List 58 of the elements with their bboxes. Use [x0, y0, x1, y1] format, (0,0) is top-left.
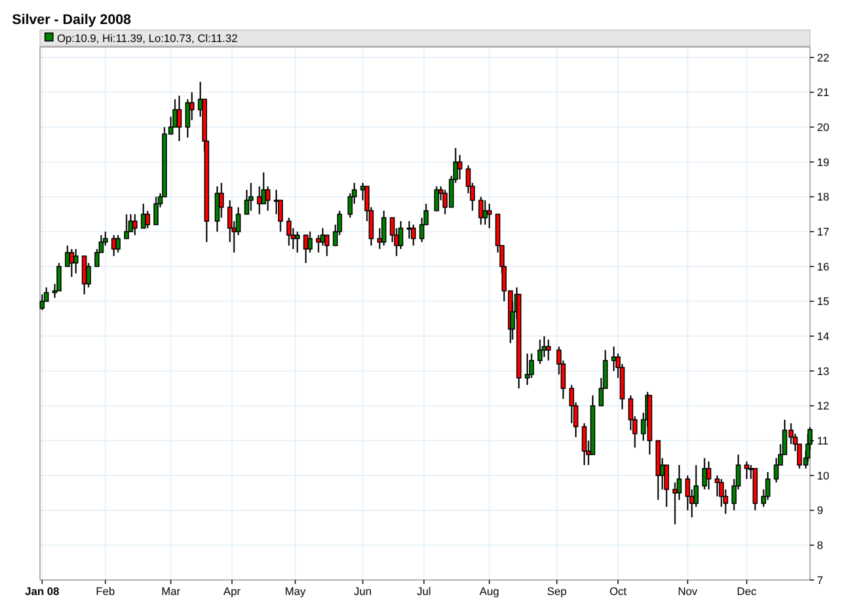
x-tick-label: Sep	[547, 586, 567, 598]
x-tick-label: Nov	[678, 586, 698, 598]
x-tick-label: Jun	[354, 586, 372, 598]
y-tick-label: 22	[817, 52, 830, 64]
y-tick-label: 20	[817, 122, 830, 134]
candlestick	[286, 217, 292, 246]
candlestick	[744, 460, 750, 480]
x-tick-label: May	[284, 586, 306, 598]
y-tick-label: 7	[817, 574, 824, 587]
x-tick-label: Mar	[161, 586, 181, 598]
candlestick	[124, 214, 129, 240]
candlestick	[406, 220, 412, 240]
candlestick	[524, 352, 530, 386]
candlestick	[482, 200, 488, 226]
candlestick	[434, 186, 440, 212]
candlestick	[537, 338, 542, 365]
y-tick-label: 19	[817, 156, 830, 169]
candlestick	[116, 234, 121, 254]
x-tick-label: Dec	[736, 586, 757, 598]
candlestick	[774, 457, 779, 484]
y-tick-label: 12	[817, 400, 830, 413]
y-tick-label: 8	[817, 540, 824, 552]
x-tick-label: Apr	[223, 586, 241, 598]
chart-title: Silver - Daily 2008	[12, 11, 132, 27]
x-tick-label: Oct	[609, 586, 627, 598]
y-tick-label: 14	[817, 330, 830, 343]
y-tick-label: 13	[817, 366, 830, 378]
y-tick-label: 21	[817, 87, 830, 100]
y-tick-label: 15	[817, 296, 830, 308]
y-tick-label: 11	[817, 436, 828, 448]
candlestick	[478, 196, 484, 226]
candlestick	[410, 224, 416, 246]
candlestick	[308, 230, 313, 254]
y-tick-label: 9	[817, 505, 824, 518]
candlestick	[265, 186, 270, 212]
candlestick	[73, 248, 78, 274]
candlestick	[294, 230, 300, 254]
y-tick-label: 16	[817, 261, 830, 274]
candlestick	[40, 294, 45, 311]
text: Op:10.9, Hi:11.39, Lo:10.73, Cl:11.32	[57, 33, 238, 45]
candlestick	[176, 95, 182, 142]
candlestick	[132, 214, 138, 236]
x-tick-label: Jul	[416, 586, 431, 598]
candlestick	[546, 338, 551, 362]
x-tick-label: Aug	[480, 586, 500, 598]
candlestick	[706, 460, 712, 490]
y-tick-label: 18	[817, 192, 830, 204]
x-tick-label: Jan 08	[24, 586, 60, 598]
candlestick	[218, 182, 224, 218]
candlestick	[248, 182, 254, 212]
candlestick	[457, 154, 462, 180]
candlestick	[69, 248, 74, 278]
x-tick-label: Feb	[96, 586, 115, 598]
y-tick-label: 10	[817, 470, 830, 482]
candlestick	[486, 203, 492, 229]
candlestick	[154, 196, 159, 226]
y-tick-label: 17	[817, 226, 830, 238]
candlestick	[145, 210, 150, 229]
